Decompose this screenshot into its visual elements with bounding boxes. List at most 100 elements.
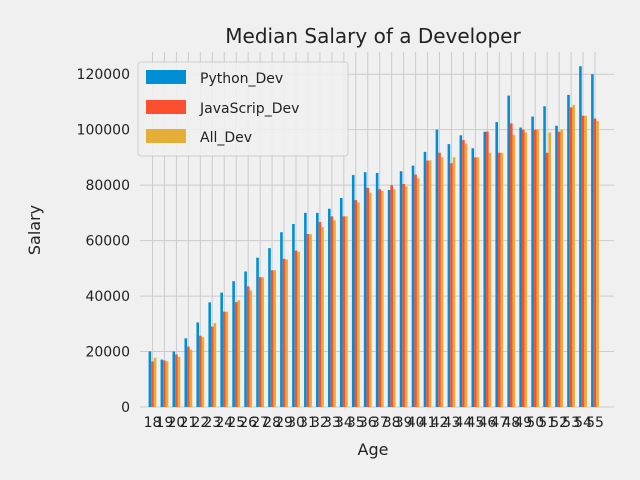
x-tick-label: 43 (443, 415, 461, 431)
y-tick-label: 20000 (85, 345, 130, 361)
x-tick-label: 28 (263, 415, 281, 431)
bar-all-dev-46 (488, 152, 492, 407)
bar-python-dev-27 (256, 257, 259, 407)
x-tick-label: 46 (478, 415, 496, 431)
bar-all-dev-49 (524, 132, 528, 407)
bar-python-dev-53 (567, 94, 570, 408)
x-tick-label: 21 (179, 415, 197, 431)
x-tick-label: 45 (466, 415, 484, 431)
y-tick-labels: 0 20000 40000 60000 80000 100000 120000 (77, 67, 130, 416)
bar-all-dev-53 (572, 104, 575, 407)
legend-swatch-javascript (146, 100, 186, 114)
bar-javascrip-dev-23 (211, 326, 214, 407)
bar-all-dev-35 (357, 202, 360, 407)
bar-javascrip-dev-44 (462, 140, 465, 407)
x-tick-label: 29 (275, 415, 293, 431)
bar-all-dev-55 (596, 121, 599, 407)
x-tick-label: 27 (251, 415, 269, 431)
bar-python-dev-24 (220, 292, 223, 407)
bar-javascrip-dev-18 (151, 361, 154, 407)
bar-javascrip-dev-54 (581, 115, 585, 407)
legend-label-javascript: JavaScrip_Dev (199, 101, 299, 117)
x-tick-labels: 1819202122232425262728293031323334353637… (144, 415, 604, 431)
y-tick-label: 120000 (77, 67, 130, 83)
x-tick-label: 34 (335, 415, 353, 431)
x-tick-label: 50 (526, 415, 544, 431)
bar-javascrip-dev-38 (390, 185, 393, 407)
x-tick-label: 31 (299, 415, 317, 431)
legend-label-python: Python_Dev (200, 71, 283, 87)
x-tick-label: 18 (144, 415, 162, 431)
bar-python-dev-32 (316, 212, 319, 407)
bar-python-dev-51 (543, 106, 546, 408)
bar-python-dev-45 (471, 148, 475, 408)
bar-all-dev-30 (297, 251, 300, 407)
bar-javascrip-dev-43 (450, 163, 453, 407)
y-tick-label: 60000 (85, 234, 130, 250)
bar-all-dev-31 (309, 234, 312, 407)
bar-javascrip-dev-45 (474, 157, 477, 407)
bar-javascrip-dev-35 (354, 200, 358, 407)
x-tick-label: 44 (455, 415, 473, 431)
x-tick-label: 22 (191, 415, 209, 431)
bar-all-dev-28 (273, 270, 276, 407)
x-tick-label: 37 (371, 415, 389, 431)
x-tick-label: 20 (168, 415, 186, 431)
x-tick-label: 35 (347, 415, 365, 431)
x-tick-label: 38 (383, 415, 401, 431)
bar-all-dev-44 (464, 143, 468, 407)
bar-python-dev-34 (339, 197, 343, 407)
bar-javascrip-dev-27 (258, 277, 262, 407)
bar-all-dev-34 (345, 216, 348, 407)
bars (148, 66, 599, 408)
bar-javascrip-dev-24 (222, 311, 226, 407)
x-tick-label: 24 (215, 415, 233, 431)
x-tick-label: 48 (502, 415, 520, 431)
bar-javascrip-dev-47 (498, 152, 501, 407)
bar-all-dev-54 (584, 115, 587, 407)
bar-javascrip-dev-32 (318, 222, 322, 407)
bar-all-dev-37 (381, 190, 384, 407)
bar-python-dev-26 (244, 271, 247, 407)
legend-swatch-all (146, 129, 186, 143)
bar-python-dev-38 (387, 189, 391, 407)
bar-javascrip-dev-21 (187, 346, 190, 407)
bar-all-dev-21 (189, 349, 193, 407)
bar-all-dev-47 (500, 152, 504, 407)
x-tick-label: 52 (550, 415, 568, 431)
bar-python-dev-50 (531, 116, 534, 407)
bar-javascrip-dev-50 (533, 129, 537, 407)
bar-all-dev-23 (213, 323, 217, 407)
x-tick-label: 55 (586, 415, 604, 431)
bar-all-dev-33 (333, 220, 336, 407)
bar-javascrip-dev-42 (438, 152, 441, 407)
x-tick-label: 53 (562, 415, 580, 431)
bar-javascrip-dev-25 (234, 302, 238, 407)
x-tick-label: 30 (287, 415, 305, 431)
bar-python-dev-30 (292, 223, 295, 407)
bar-javascrip-dev-53 (569, 107, 573, 407)
bar-all-dev-29 (285, 259, 288, 407)
bar-python-dev-25 (232, 281, 235, 407)
bar-javascrip-dev-22 (199, 335, 202, 407)
bar-all-dev-20 (177, 357, 181, 407)
bar-python-dev-19 (160, 359, 164, 407)
bar-all-dev-39 (404, 186, 408, 407)
bar-python-dev-23 (208, 302, 211, 407)
bar-python-dev-40 (411, 165, 415, 407)
bar-python-dev-22 (196, 322, 200, 407)
chart-title: Median Salary of a Developer (225, 24, 521, 48)
bar-all-dev-32 (321, 226, 324, 407)
bar-python-dev-21 (184, 338, 188, 407)
x-tick-label: 39 (395, 415, 413, 431)
bar-all-dev-51 (548, 132, 552, 407)
bar-python-dev-39 (399, 171, 403, 407)
bar-all-dev-19 (165, 361, 169, 407)
bar-javascrip-dev-51 (545, 152, 549, 407)
bar-python-dev-52 (555, 125, 558, 407)
x-tick-label: 23 (203, 415, 221, 431)
bar-all-dev-43 (452, 157, 456, 407)
bar-python-dev-33 (327, 208, 331, 407)
bar-python-dev-29 (280, 232, 283, 407)
bar-python-dev-18 (148, 351, 152, 407)
